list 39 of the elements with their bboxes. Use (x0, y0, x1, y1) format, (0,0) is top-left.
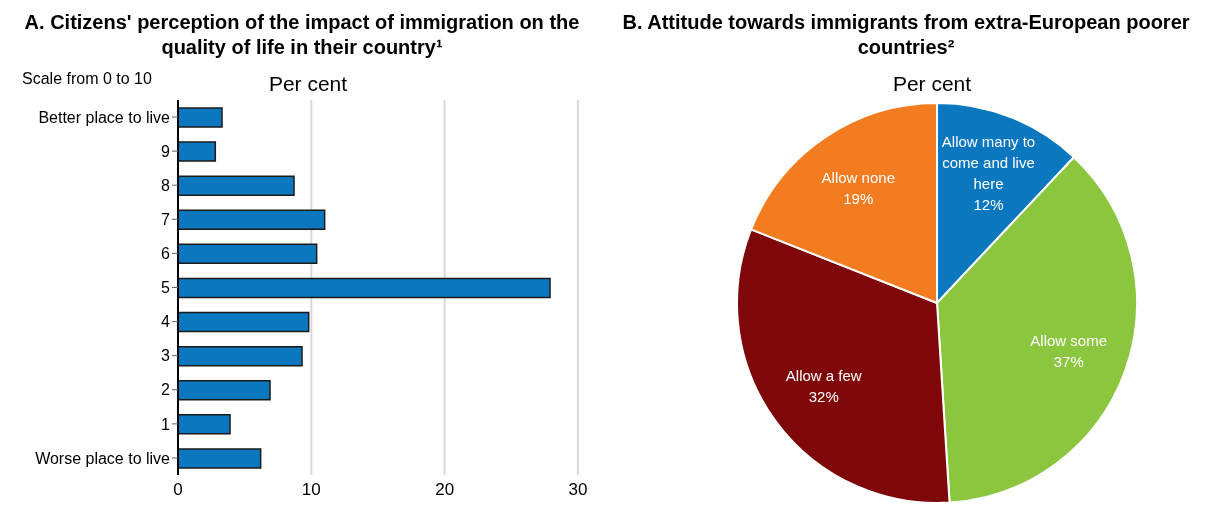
bar (178, 379, 271, 401)
chart-subtitle: Per cent (891, 72, 973, 96)
chart-title: A. Citizens' perception of the impact of immigration on the quality of life in their country¹ (24, 11, 580, 58)
slice-label: Allow some (1030, 331, 1108, 349)
y-tick-label: 7 (161, 211, 171, 228)
bar (178, 277, 551, 299)
y-tick-label: 3 (161, 347, 171, 365)
y-tick-label: 4 (161, 313, 171, 331)
y-tick-label: 9 (161, 142, 171, 160)
slice-label: Allow many to come and live here (941, 132, 1036, 192)
bar (178, 311, 310, 333)
x-tick-label: 30 (568, 480, 588, 500)
y-tick-label: 5 (161, 279, 171, 297)
chart-subtitle: Per cent (267, 72, 349, 96)
y-tick-label: Better place to live (38, 108, 171, 126)
chart-title: B. Attitude towards immigrants from extra-European poorer countries² (622, 11, 1190, 58)
bar (178, 209, 326, 231)
slice-label: Allow none (821, 168, 895, 186)
x-tick-label: 10 (301, 480, 321, 500)
slice-label: Allow a few (785, 366, 862, 384)
data-label: 32% (808, 387, 839, 405)
bar (178, 243, 318, 265)
y-tick-label: 2 (161, 381, 171, 399)
bar (178, 414, 231, 435)
y-tick-label: 8 (161, 176, 171, 194)
x-tick-label: 0 (173, 480, 183, 500)
y-tick-label: 1 (161, 415, 171, 433)
bar (178, 107, 223, 128)
y-tick-label: 6 (161, 245, 171, 263)
x-tick-label: 20 (435, 480, 455, 500)
data-label: 19% (843, 189, 874, 207)
bar (178, 448, 262, 469)
data-label: 37% (1053, 352, 1084, 370)
y-tick-label: Worse place to live (35, 449, 171, 467)
bar (178, 175, 295, 196)
y-axis-title: Scale from 0 to 10 (22, 70, 152, 88)
bar (178, 141, 217, 162)
data-label: 12% (973, 195, 1004, 213)
bar (178, 345, 303, 367)
